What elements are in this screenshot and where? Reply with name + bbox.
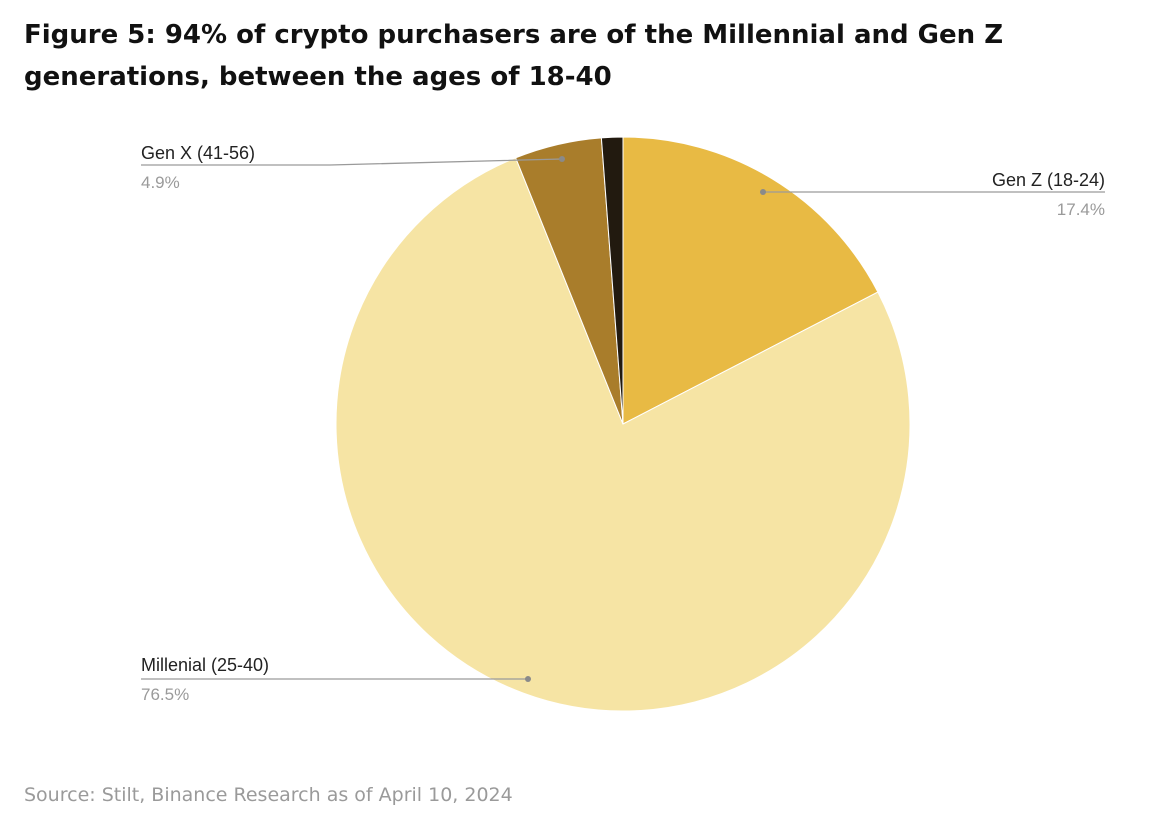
slice-value-label: 76.5% <box>141 685 189 704</box>
leader-dot <box>760 189 766 195</box>
pie-slice <box>600 136 624 425</box>
slice-value-label: 17.4% <box>1057 200 1105 219</box>
pie-slices <box>335 136 911 712</box>
slice-label: Millenial (25-40) <box>141 655 269 675</box>
slice-label: Gen Z (18-24) <box>992 170 1105 190</box>
leader-dot <box>559 156 565 162</box>
pie-slice <box>622 136 879 425</box>
slice-label: Gen X (41-56) <box>141 143 255 163</box>
pie-labels: Gen Z (18-24) 17.4% Millenial (25-40) 76.5%… <box>141 143 1105 704</box>
chart-source: Source: Stilt, Binance Research as of Ap… <box>24 784 513 806</box>
chart-title: Figure 5: 94% of crypto purchasers are o… <box>24 20 1004 92</box>
pie-slice <box>335 157 911 712</box>
slice-value-label: 4.9% <box>141 173 180 192</box>
leader-dot <box>525 676 531 682</box>
leader-line <box>141 158 563 166</box>
